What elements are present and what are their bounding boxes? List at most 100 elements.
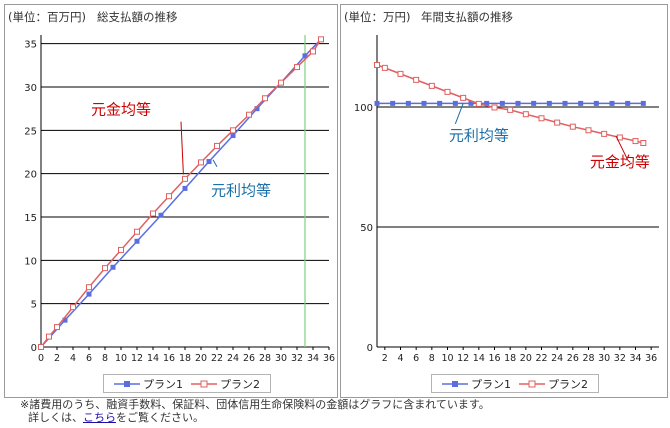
x-tick-label: 6 — [413, 353, 419, 364]
x-tick-label: 20 — [520, 353, 532, 364]
annotation-label: 元利均等 — [211, 181, 271, 199]
data-point-plan1 — [390, 100, 396, 106]
data-point-plan1 — [182, 185, 188, 191]
legend-label-plan2: プラン2 — [548, 377, 588, 391]
x-tick-label: 12 — [457, 353, 469, 364]
y-tick-label: 50 — [360, 223, 373, 234]
data-point-plan1 — [625, 100, 631, 106]
y-tick-label: 100 — [354, 103, 373, 114]
annotation-label: 元利均等 — [449, 127, 509, 145]
annotation-label: 元金均等 — [590, 153, 650, 171]
data-point-plan2 — [246, 111, 252, 118]
data-point-plan2 — [118, 246, 124, 253]
x-tick-label: 24 — [227, 353, 239, 364]
data-point-plan2 — [428, 82, 435, 89]
data-point-plan1 — [206, 159, 212, 165]
data-point-plan2 — [444, 88, 451, 95]
data-point-plan2 — [54, 324, 60, 331]
legend-label-plan1: プラン1 — [471, 377, 511, 391]
data-point-plan2 — [569, 123, 576, 130]
legend-label-plan2: プラン2 — [220, 377, 260, 391]
data-point-plan2 — [38, 344, 44, 350]
x-tick-label: 4 — [397, 353, 403, 364]
data-point-plan2 — [70, 304, 76, 311]
data-point-plan1 — [484, 100, 490, 106]
x-tick-label: 30 — [275, 353, 287, 364]
plan1-legend-icon — [114, 380, 140, 387]
legend: プラン1 プラン2 — [103, 374, 271, 393]
footnote-details-suffix: をご覧ください。 — [116, 411, 204, 424]
details-link[interactable]: こちら — [83, 411, 116, 424]
data-point-plan1 — [593, 100, 599, 106]
data-point-plan1 — [62, 317, 68, 323]
data-point-plan2 — [585, 127, 592, 134]
data-point-plan2 — [397, 70, 404, 77]
annotation-leader-line — [180, 121, 184, 175]
x-tick-label: 0 — [38, 353, 44, 364]
data-point-plan2 — [102, 265, 108, 272]
plan2-legend-icon — [519, 380, 545, 387]
data-point-plan2 — [182, 175, 188, 182]
legend-item-plan2: プラン2 — [519, 376, 588, 392]
x-tick-label: 10 — [441, 353, 453, 364]
data-point-plan2 — [166, 193, 172, 200]
data-point-plan1 — [134, 238, 140, 244]
annotation-label: 元金均等 — [91, 101, 151, 119]
plan2-legend-icon — [191, 380, 217, 387]
y-tick-label: 0 — [367, 343, 373, 354]
legend-item-plan1: プラン1 — [442, 376, 511, 392]
x-tick-label: 34 — [307, 353, 319, 364]
data-point-plan2 — [460, 94, 467, 101]
x-tick-label: 8 — [102, 353, 108, 364]
data-point-plan2 — [538, 115, 545, 122]
y-tick-label: 35 — [24, 40, 37, 51]
x-tick-label: 18 — [504, 353, 516, 364]
data-point-plan2 — [413, 76, 420, 83]
data-point-plan2 — [46, 333, 52, 340]
x-tick-label: 8 — [429, 353, 435, 364]
data-point-plan1 — [578, 100, 584, 106]
data-point-plan2 — [475, 100, 482, 107]
data-point-plan1 — [421, 100, 427, 106]
data-point-plan2 — [374, 62, 380, 68]
annotation-leader-line — [615, 135, 629, 161]
x-tick-label: 36 — [323, 353, 335, 364]
x-tick-label: 16 — [163, 353, 175, 364]
x-tick-label: 28 — [259, 353, 271, 364]
x-tick-label: 26 — [567, 353, 579, 364]
x-tick-label: 26 — [243, 353, 255, 364]
chart-panel-annual: (単位：万円) 年間支払額の推移 0 50 100 2 4 6 8 10 12 14 16 18 20 2… — [340, 4, 668, 398]
chart-title: 総支払額の推移 — [97, 10, 178, 24]
x-tick-label: 16 — [488, 353, 500, 364]
legend-label-plan1: プラン1 — [143, 377, 183, 391]
data-point-plan2 — [134, 228, 140, 235]
annotation-leader-line — [212, 159, 218, 167]
unit-label: (単位：百万円) — [8, 10, 86, 24]
data-point-plan2 — [230, 127, 236, 134]
data-point-plan2 — [294, 64, 300, 71]
x-tick-label: 6 — [86, 353, 92, 364]
data-point-plan2 — [86, 284, 92, 291]
data-point-plan2 — [554, 119, 561, 126]
data-point-plan1 — [254, 106, 260, 112]
legend-item-plan2: プラン2 — [191, 376, 260, 392]
data-point-plan2 — [318, 36, 324, 43]
data-point-plan1 — [640, 100, 646, 106]
x-tick-label: 32 — [614, 353, 626, 364]
x-tick-label: 22 — [211, 353, 223, 364]
x-tick-label: 2 — [54, 353, 60, 364]
chart-title: 年間支払額の推移 — [421, 10, 513, 24]
y-tick-label: 10 — [24, 256, 37, 267]
legend-item-plan1: プラン1 — [114, 376, 183, 392]
data-point-plan2 — [522, 111, 529, 118]
data-point-plan1 — [468, 100, 474, 106]
data-point-plan2 — [278, 79, 284, 86]
data-point-plan1 — [158, 212, 164, 218]
x-tick-label: 18 — [179, 353, 191, 364]
y-tick-label: 0 — [31, 343, 37, 354]
data-point-plan2 — [616, 134, 623, 141]
x-tick-label: 4 — [70, 353, 76, 364]
y-tick-label: 25 — [24, 126, 37, 137]
data-point-plan1 — [374, 100, 380, 106]
